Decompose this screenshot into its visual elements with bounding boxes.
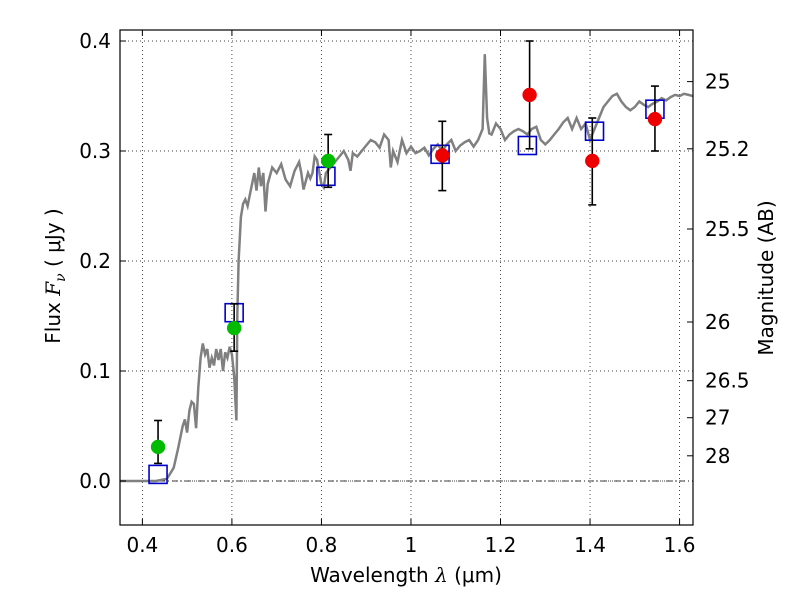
- photometry-point: [320, 153, 336, 169]
- photometry-point: [522, 87, 537, 103]
- y-tick-label: 0.1: [79, 359, 111, 383]
- photometry-point: [435, 148, 450, 163]
- magnitude-tick-label: 28: [705, 444, 730, 468]
- x-tick-label: 1.6: [664, 533, 696, 557]
- x-tick-label: 1: [405, 533, 418, 557]
- band-flux-square: [584, 121, 605, 141]
- plot-area: [120, 40, 693, 485]
- y-tick-label: 0.2: [79, 249, 111, 273]
- y-axis-label: Flux Fν ( μJy ): [41, 208, 69, 343]
- photometry-points: [150, 40, 663, 465]
- y-tick-label: 0.0: [79, 469, 111, 493]
- y-tick-label: 0.4: [79, 29, 111, 53]
- photometry-point: [585, 153, 600, 169]
- x-tick-label: 1.4: [574, 533, 606, 557]
- magnitude-tick-label: 25.5: [705, 217, 750, 241]
- photometry-point: [647, 111, 663, 127]
- x-tick-label: 0.4: [126, 533, 158, 557]
- magnitude-tick-label: 26.5: [705, 369, 750, 393]
- x-tick-label: 1.2: [485, 533, 517, 557]
- magnitude-axis-ticks: 25 25.2 25.5 26 26.5 27 28: [687, 70, 750, 468]
- magnitude-tick-label: 27: [705, 406, 730, 430]
- magnitude-tick-label: 25: [705, 70, 730, 94]
- photometry-point: [150, 439, 166, 455]
- x-axis-label: Wavelength λ (μm): [310, 563, 502, 587]
- x-axis-ticks: 0.4 0.6 0.8 1 1.2 1.4 1.6: [126, 30, 695, 557]
- band-flux-square: [148, 464, 168, 485]
- photometry-point: [226, 320, 242, 336]
- magnitude-axis-label: Magnitude (AB): [754, 200, 778, 355]
- y-tick-label: 0.3: [79, 139, 111, 163]
- x-tick-label: 0.6: [216, 533, 248, 557]
- y-axis-ticks: 0.0 0.1 0.2 0.3 0.4: [79, 29, 126, 493]
- x-tick-label: 0.8: [306, 533, 338, 557]
- plot-frame: [119, 29, 694, 526]
- band-flux-square: [517, 135, 538, 156]
- model-spectrum-line: [120, 54, 693, 483]
- magnitude-tick-label: 25.2: [705, 137, 750, 161]
- magnitude-tick-label: 26: [705, 310, 730, 334]
- grid-lines: [120, 30, 693, 525]
